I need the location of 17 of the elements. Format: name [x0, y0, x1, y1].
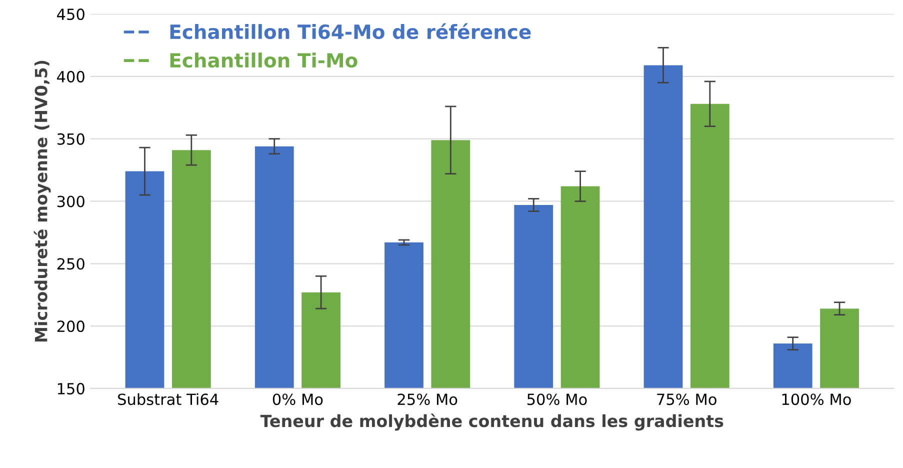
y-tick-label: 250 — [57, 258, 84, 270]
x-tick-label: 0% Mo — [272, 394, 323, 406]
y-tick-label: 300 — [57, 196, 84, 208]
y-tick-label: 150 — [58, 382, 84, 394]
x-tick-label: 75% Mo — [657, 394, 716, 406]
y-tick-label: 200 — [57, 320, 84, 332]
y-tick-label: 400 — [57, 70, 84, 82]
x-tick-label: Substrat Ti64 — [118, 393, 218, 406]
x-tick-label: 100% Mo — [782, 394, 851, 406]
y-tick-label: 450 — [57, 8, 84, 20]
x-tick-label: 25% Mo — [398, 394, 458, 406]
legend-label: Echantillon Ti-Mo — [170, 52, 358, 68]
y-tick-label: 350 — [57, 133, 84, 145]
legend-label: Echantillon Ti64-Mo de référence — [170, 23, 531, 40]
x-tick-label: 50% Mo — [527, 394, 587, 406]
x-axis-title: Teneur de molybdène contenu dans les gradients — [260, 414, 724, 431]
y-axis-title: Microdureté moyenne (HV0,5) — [34, 60, 51, 342]
